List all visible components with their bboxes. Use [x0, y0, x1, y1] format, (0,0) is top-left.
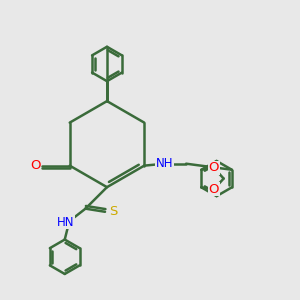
- Text: S: S: [109, 205, 117, 218]
- Text: NH: NH: [156, 157, 173, 170]
- Text: O: O: [30, 159, 40, 172]
- Text: HN: HN: [57, 216, 75, 229]
- Text: O: O: [208, 161, 219, 174]
- Text: O: O: [208, 183, 219, 196]
